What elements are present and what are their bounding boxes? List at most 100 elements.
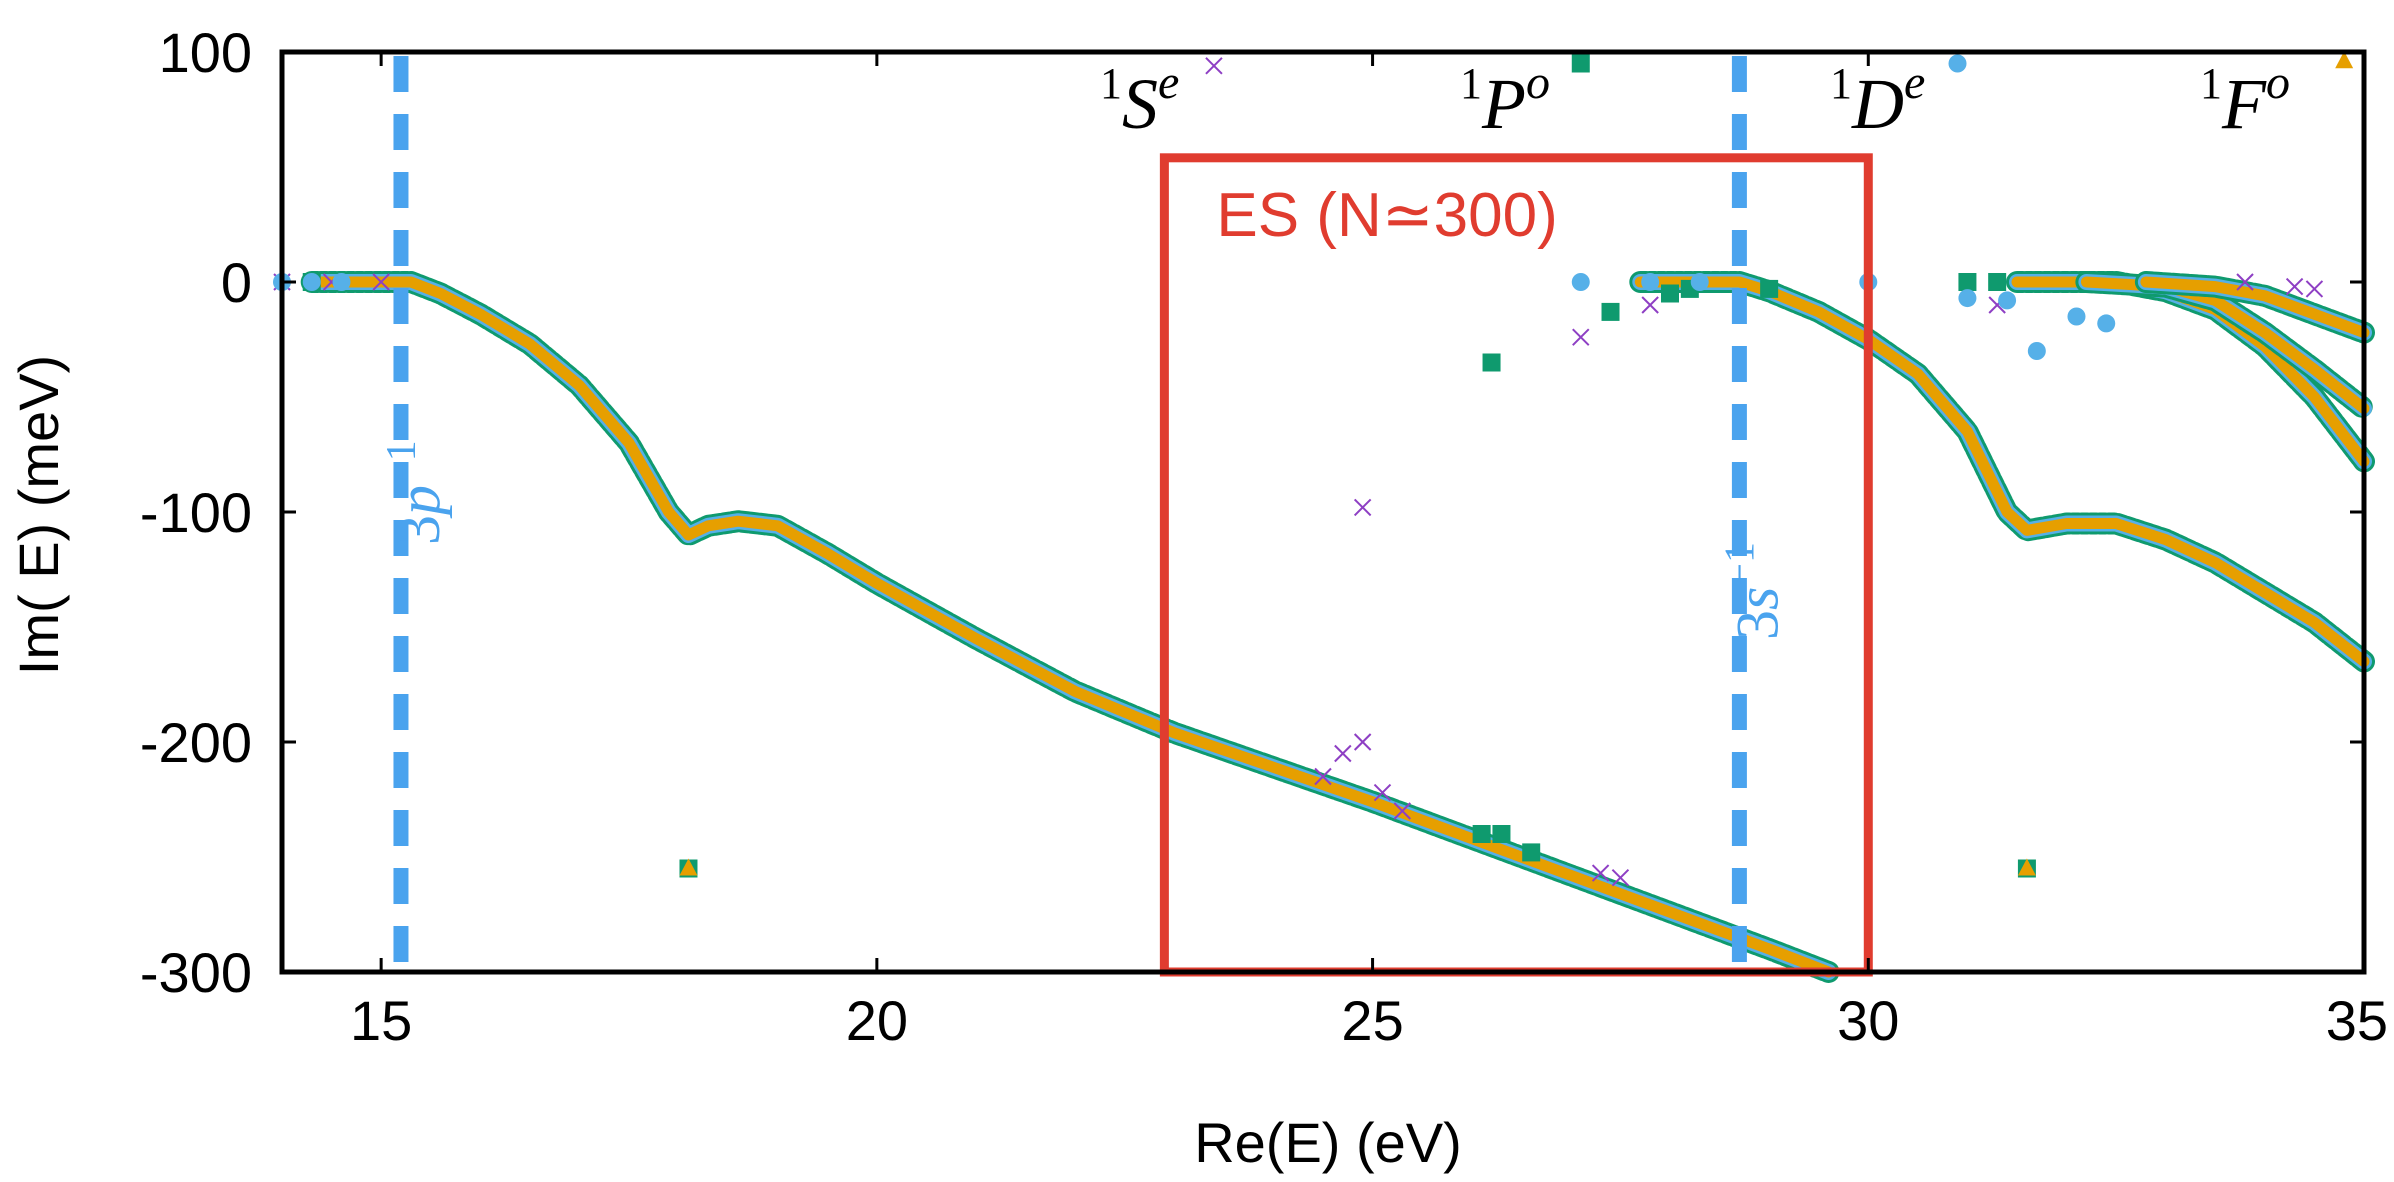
symmetry-label-letter: F	[2221, 64, 2267, 144]
symmetry-label-1De: 1De	[1830, 56, 1925, 144]
point-1Se-11-b	[1641, 296, 1659, 314]
point-1Po-4	[1601, 302, 1620, 321]
symmetry-label-letter: P	[1481, 64, 1526, 144]
point-1De-8	[1958, 289, 1977, 308]
symmetry-labels: 1Se 1Po 1De 1Fo	[1100, 56, 2290, 144]
point-1Se-10-b	[1572, 328, 1590, 346]
point-1Se-3-b	[1205, 57, 1223, 75]
x-tick-label-30: 30	[1837, 989, 1899, 1052]
threshold-label-1: 3s−1	[1717, 542, 1790, 640]
point-1Se-17	[2305, 280, 2324, 298]
symmetry-label-letter: D	[1851, 64, 1904, 144]
symmetry-label-parity: e	[1904, 56, 1925, 109]
y-tick-label-100: 100	[159, 21, 252, 84]
x-tick-label-25: 25	[1341, 989, 1403, 1052]
point-1Se-13-b	[1611, 868, 1630, 887]
point-1Se-9-b	[1353, 498, 1372, 517]
point-1Fo-1	[2017, 858, 2036, 876]
symmetry-label-1Fo: 1Fo	[2200, 56, 2290, 144]
threshold-label-base: 3	[1724, 610, 1790, 640]
point-1Po-2	[1482, 353, 1501, 372]
symmetry-label-sup: 1	[1460, 59, 1482, 108]
point-1De-7	[1948, 54, 1967, 73]
point-1De-11	[2067, 307, 2086, 326]
point-1De-12	[2097, 314, 2116, 333]
point-1Se-12-b	[1591, 864, 1610, 882]
point-1De-1	[302, 273, 321, 291]
point-1Se-9	[1353, 498, 1372, 517]
symmetry-label-parity: o	[1526, 56, 1550, 109]
point-1Fo-2	[2335, 51, 2354, 69]
point-1Se-6-b	[1353, 733, 1372, 751]
point-1Po-11	[1472, 825, 1491, 843]
point-1De-5	[1690, 273, 1709, 291]
point-1Se-12	[1591, 864, 1610, 882]
point-1Se-17-b	[2305, 280, 2324, 298]
point-1Se-15-b	[2236, 273, 2254, 291]
axis-ticks: 15 20 25 30 35 100 0 -100 -200 -300	[140, 21, 2388, 1052]
point-1De-9	[1998, 291, 2017, 310]
symmetry-label-parity: o	[2266, 56, 2290, 109]
point-1Po-7	[1760, 279, 1779, 298]
threshold-label-var: s	[1724, 587, 1790, 610]
y-tick-label--200: -200	[140, 711, 252, 774]
x-axis-label: Re(E) (eV)	[1194, 1111, 1462, 1174]
symmetry-label-sup: 1	[1100, 59, 1122, 108]
point-1Po-3	[1571, 54, 1590, 73]
point-1De-3	[1571, 273, 1590, 291]
point-1Se-16	[2285, 277, 2304, 296]
point-1Fo-0	[679, 858, 698, 876]
symmetry-label-1Se: 1Se	[1100, 56, 1179, 144]
point-1Se-4	[1314, 767, 1332, 786]
point-1Se-5-b	[1334, 744, 1352, 763]
x-tick-label-20: 20	[846, 989, 908, 1052]
point-1Se-4-b	[1314, 767, 1332, 786]
point-1Se-6	[1353, 733, 1372, 751]
symmetry-label-sup: 1	[2200, 59, 2222, 108]
point-1Po-13	[1522, 843, 1541, 862]
point-1Se-2-b	[372, 273, 390, 291]
symmetry-label-letter: S	[1122, 64, 1158, 144]
threshold-label-base: 3	[386, 515, 452, 545]
x-tick-label-15: 15	[350, 989, 412, 1052]
point-1Se-8	[1393, 802, 1412, 820]
curve-upper-branch-c-fo	[2140, 276, 2370, 339]
data-curves	[300, 271, 2375, 983]
symmetry-label-1Po: 1Po	[1460, 56, 1550, 144]
y-axis-label: Im( E) (meV)	[7, 355, 70, 675]
symmetry-label-sup: 1	[1830, 59, 1852, 108]
threshold-label-0: 3p−1	[379, 440, 452, 545]
point-1Se-13	[1611, 868, 1630, 887]
threshold-label-sup: −1	[1717, 542, 1763, 587]
point-1De-10	[2027, 342, 2046, 360]
point-1Po-8	[1958, 273, 1977, 291]
point-1Se-5	[1334, 744, 1352, 763]
curve-main-branch-fo	[306, 276, 1835, 978]
curve-3s-branch-fo	[1634, 276, 2370, 667]
point-1Se-7-b	[1373, 783, 1392, 802]
threshold-label-var: p	[386, 485, 452, 519]
point-1Po-9	[1988, 273, 2007, 291]
point-1Se-2	[372, 273, 390, 291]
point-1Se-3	[1205, 57, 1223, 75]
point-1Se-16-b	[2285, 277, 2304, 296]
threshold-lines: 3p−13s−1	[379, 56, 1790, 972]
symmetry-label-parity: e	[1158, 56, 1179, 109]
point-1Se-10	[1572, 328, 1590, 346]
point-1De-4	[1641, 273, 1660, 291]
point-1De-2	[332, 273, 351, 291]
point-1Se-11	[1641, 296, 1659, 314]
point-1Se-15	[2236, 273, 2254, 291]
y-tick-label--300: -300	[140, 941, 252, 1004]
point-1Se-8-b	[1393, 802, 1412, 820]
es-region-label: ES (N≃300)	[1216, 181, 1557, 250]
threshold-label-sup: −1	[379, 440, 425, 485]
point-1Se-7	[1373, 783, 1392, 802]
y-tick-label-0: 0	[221, 251, 252, 314]
es-region: ES (N≃300)	[1159, 153, 1873, 977]
x-tick-label-35: 35	[2326, 989, 2388, 1052]
y-tick-label--100: -100	[140, 481, 252, 544]
point-1Po-5	[1661, 284, 1679, 303]
point-1Po-12	[1492, 825, 1511, 843]
